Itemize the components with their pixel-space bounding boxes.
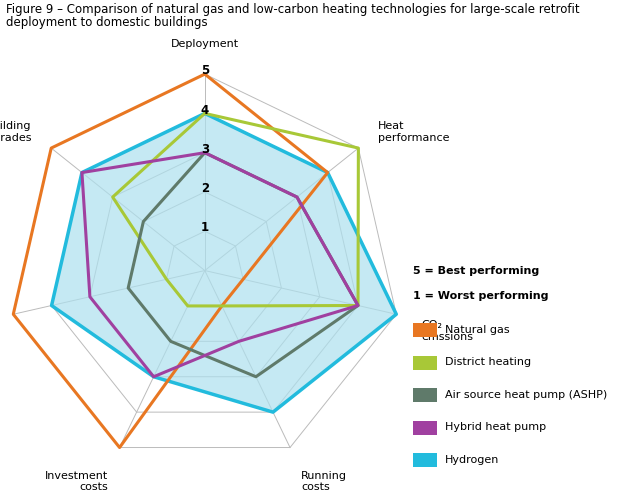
Text: Deployment: Deployment [171, 39, 239, 49]
Text: 1: 1 [201, 221, 209, 234]
Text: CO₂
emssions: CO₂ emssions [421, 320, 473, 342]
Text: Air source heat pump (ASHP): Air source heat pump (ASHP) [445, 390, 607, 400]
Text: 5 = Best performing: 5 = Best performing [413, 266, 539, 276]
Polygon shape [52, 113, 396, 412]
Text: 3: 3 [201, 143, 209, 156]
Text: 5: 5 [201, 64, 209, 77]
Text: 4: 4 [201, 104, 209, 117]
Text: Building
upgrades: Building upgrades [0, 121, 31, 143]
Text: 2: 2 [201, 182, 209, 195]
Text: Investment
costs: Investment costs [45, 470, 109, 492]
Text: Heat
performance: Heat performance [378, 121, 450, 143]
Text: Natural gas: Natural gas [445, 325, 509, 335]
Text: 1 = Worst performing: 1 = Worst performing [413, 291, 548, 301]
Text: Hydrogen: Hydrogen [445, 455, 499, 465]
Text: Figure 9 – Comparison of natural gas and low-carbon heating technologies for lar: Figure 9 – Comparison of natural gas and… [6, 3, 580, 16]
Text: Running
costs: Running costs [301, 470, 347, 492]
Text: deployment to domestic buildings: deployment to domestic buildings [6, 16, 208, 29]
Text: District heating: District heating [445, 357, 531, 367]
Text: Hybrid heat pump: Hybrid heat pump [445, 422, 546, 432]
